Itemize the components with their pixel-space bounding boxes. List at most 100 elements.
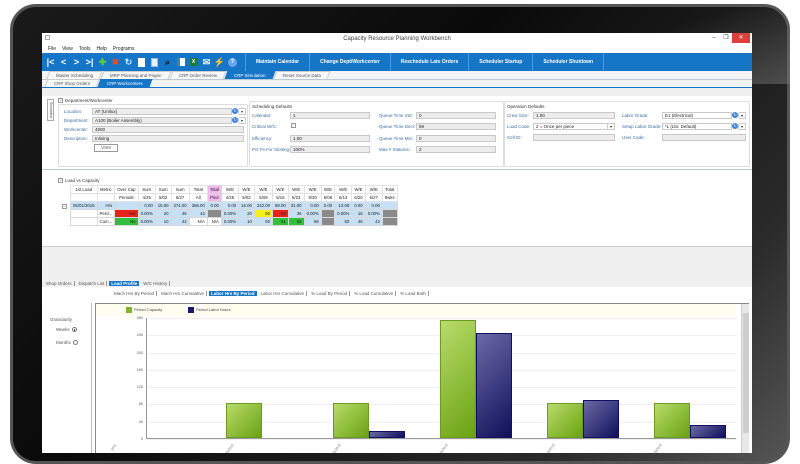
grid-cell[interactable]: 6/20	[351, 193, 366, 202]
grid-cell[interactable]: 0.00	[303, 201, 322, 210]
grid-cell[interactable]: 4/25	[137, 193, 156, 202]
grid-cell[interactable]	[114, 201, 139, 210]
grid-cell[interactable]: 4/25	[220, 193, 240, 202]
grid-cell[interactable]: W/E	[220, 185, 240, 194]
grid-cell[interactable]: 0.00	[206, 201, 222, 210]
grid-cell[interactable]: 50	[253, 217, 274, 226]
lightning-icon[interactable]: ⚡	[213, 56, 226, 67]
layout-icon[interactable]	[176, 57, 186, 67]
grid-cell[interactable]: Hrs	[96, 201, 116, 210]
tab-labor-hrs-cumulative[interactable]: Labor Hrs Cumulative	[259, 291, 308, 296]
grid-cell[interactable]: Total	[188, 185, 208, 194]
grid-cell[interactable]	[96, 193, 116, 202]
calendar-field[interactable]: 1	[290, 112, 370, 119]
grid-cell[interactable]: 5/09	[253, 193, 274, 202]
vsm-button[interactable]: VSM	[94, 144, 118, 152]
grid-cell[interactable]: Yes	[114, 209, 139, 218]
side-tab-simulation[interactable]: Simulation	[47, 99, 54, 121]
labor-grade-field[interactable]: E1 (Electrical)	[662, 112, 732, 119]
collapse-icon[interactable]: −	[58, 178, 63, 183]
tab-crp-shop-orders[interactable]: CRP Shop Orders	[44, 79, 100, 87]
first-icon[interactable]: |<	[46, 57, 55, 67]
grid-cell[interactable]: Metric	[96, 185, 116, 194]
help-icon[interactable]: ?	[228, 57, 238, 67]
department-refresh-icon[interactable]: ↻	[232, 117, 238, 123]
grid-cell[interactable]: 0.00%	[303, 209, 322, 218]
tab-dispatch-list[interactable]: Dispatch List	[77, 281, 108, 286]
grid-cell[interactable]: Total	[206, 185, 222, 194]
grid-cell[interactable]: 45	[170, 209, 190, 218]
grid-cell[interactable]: 16.00	[238, 201, 255, 210]
grid-cell[interactable]: 20	[238, 209, 255, 218]
grid-cell[interactable]	[70, 217, 98, 226]
menu-view[interactable]: View	[62, 45, 73, 52]
grid-cell[interactable]: 5/02	[154, 193, 172, 202]
row-expand-icon[interactable]: −	[62, 204, 67, 209]
grid-cell[interactable]: 0.00%	[220, 209, 240, 218]
grid-cell[interactable]: 16	[351, 209, 366, 218]
menu-programs[interactable]: Programs	[112, 45, 135, 52]
labor-grade-dropdown[interactable]: ▾	[738, 112, 746, 119]
grid-cell[interactable]: 52	[287, 217, 305, 226]
scheduler-shutdown-button[interactable]: Scheduler Shutdown	[532, 53, 605, 71]
new-document-icon[interactable]	[137, 57, 147, 67]
grid-cell[interactable]: 374.00	[170, 201, 190, 210]
next-icon[interactable]: >	[73, 57, 80, 67]
grid-cell[interactable]: Perd...	[96, 209, 116, 218]
labor-bar[interactable]	[476, 333, 512, 438]
setup-grade-refresh-icon[interactable]: ↻	[732, 123, 738, 129]
grid-cell[interactable]: 42	[364, 217, 383, 226]
max-stations-field[interactable]: 2	[416, 146, 496, 153]
grid-cell[interactable]: 20	[154, 209, 172, 218]
restore-button[interactable]: ❐	[723, 35, 729, 41]
tab-crp-order-review[interactable]: CRP Order Review	[169, 71, 227, 79]
crew-size-field[interactable]: 1.00	[533, 112, 615, 119]
grid-cell[interactable]: W/E	[334, 185, 353, 194]
refresh-icon[interactable]: ↻	[124, 56, 133, 67]
grid-cell[interactable]: 42	[188, 209, 208, 218]
excel-icon[interactable]: X	[189, 57, 199, 67]
close-button[interactable]: ✕	[732, 33, 750, 43]
grid-cell[interactable]: 0.00%	[220, 217, 240, 226]
find-icon[interactable]: ⌕	[164, 56, 171, 67]
queue-min-field[interactable]: 0	[416, 135, 496, 142]
grid-cell[interactable]: 5/16	[272, 193, 289, 202]
grid-cell[interactable]: 93	[272, 209, 289, 218]
grid-cell[interactable]	[206, 209, 222, 218]
table-row[interactable]: Cum... No 0.00% 10 42 N/A N/A 0.00% 10 50 51 52 56 50…	[70, 217, 398, 226]
grid-cell[interactable]: Sum	[154, 185, 172, 194]
grid-cell[interactable]	[320, 209, 336, 218]
grid-cell[interactable]: 10	[154, 217, 172, 226]
grid-cell[interactable]: W/E	[303, 185, 322, 194]
capacity-bar[interactable]	[440, 320, 476, 438]
collapse-icon[interactable]: −	[58, 98, 63, 103]
grid-cell[interactable]: 60	[253, 209, 274, 218]
tab-wc-history[interactable]: W/C History	[141, 281, 171, 286]
grid-cell[interactable]: All	[188, 193, 208, 202]
grid-cell[interactable]: 386.00	[188, 201, 208, 210]
grid-cell[interactable]: 16.00	[154, 201, 172, 210]
weeks-radio[interactable]: Weeks	[56, 327, 77, 333]
location-dropdown[interactable]: ▾	[238, 108, 246, 115]
grid-cell[interactable]: Prior	[206, 193, 222, 202]
grid-cell[interactable]: 6/13	[334, 193, 353, 202]
tab-pct-load-both[interactable]: % Load Both	[398, 291, 429, 296]
grid-cell[interactable]: 51	[272, 217, 289, 226]
grid-cell[interactable]: 05/01/2015	[70, 201, 98, 210]
workcenter-field[interactable]: 4500	[92, 126, 244, 133]
tab-crp-simulation[interactable]: CRP Simulation	[224, 71, 276, 79]
labor-grade-refresh-icon[interactable]: ↻	[732, 112, 738, 118]
grid-cell[interactable]	[70, 193, 98, 202]
table-row[interactable]: 05/01/2015 Hrs 0.00 16.00 374.00 386.00 0.00 0.…	[70, 201, 398, 210]
grid-cell[interactable]	[70, 209, 98, 218]
grid-cell[interactable]	[381, 209, 398, 218]
labor-bar[interactable]	[583, 399, 619, 438]
email-icon[interactable]: ✉	[202, 56, 211, 67]
grid-cell[interactable]: 0.00%	[364, 209, 383, 218]
grid-cell[interactable]: W/E	[351, 185, 366, 194]
months-radio[interactable]: Months	[56, 340, 78, 346]
grid-cell[interactable]: Cum...	[96, 217, 116, 226]
grid-cell[interactable]: 6/27	[170, 193, 190, 202]
grid-cell[interactable]: 13.00	[334, 201, 353, 210]
grid-cell[interactable]: N/A	[206, 217, 222, 226]
